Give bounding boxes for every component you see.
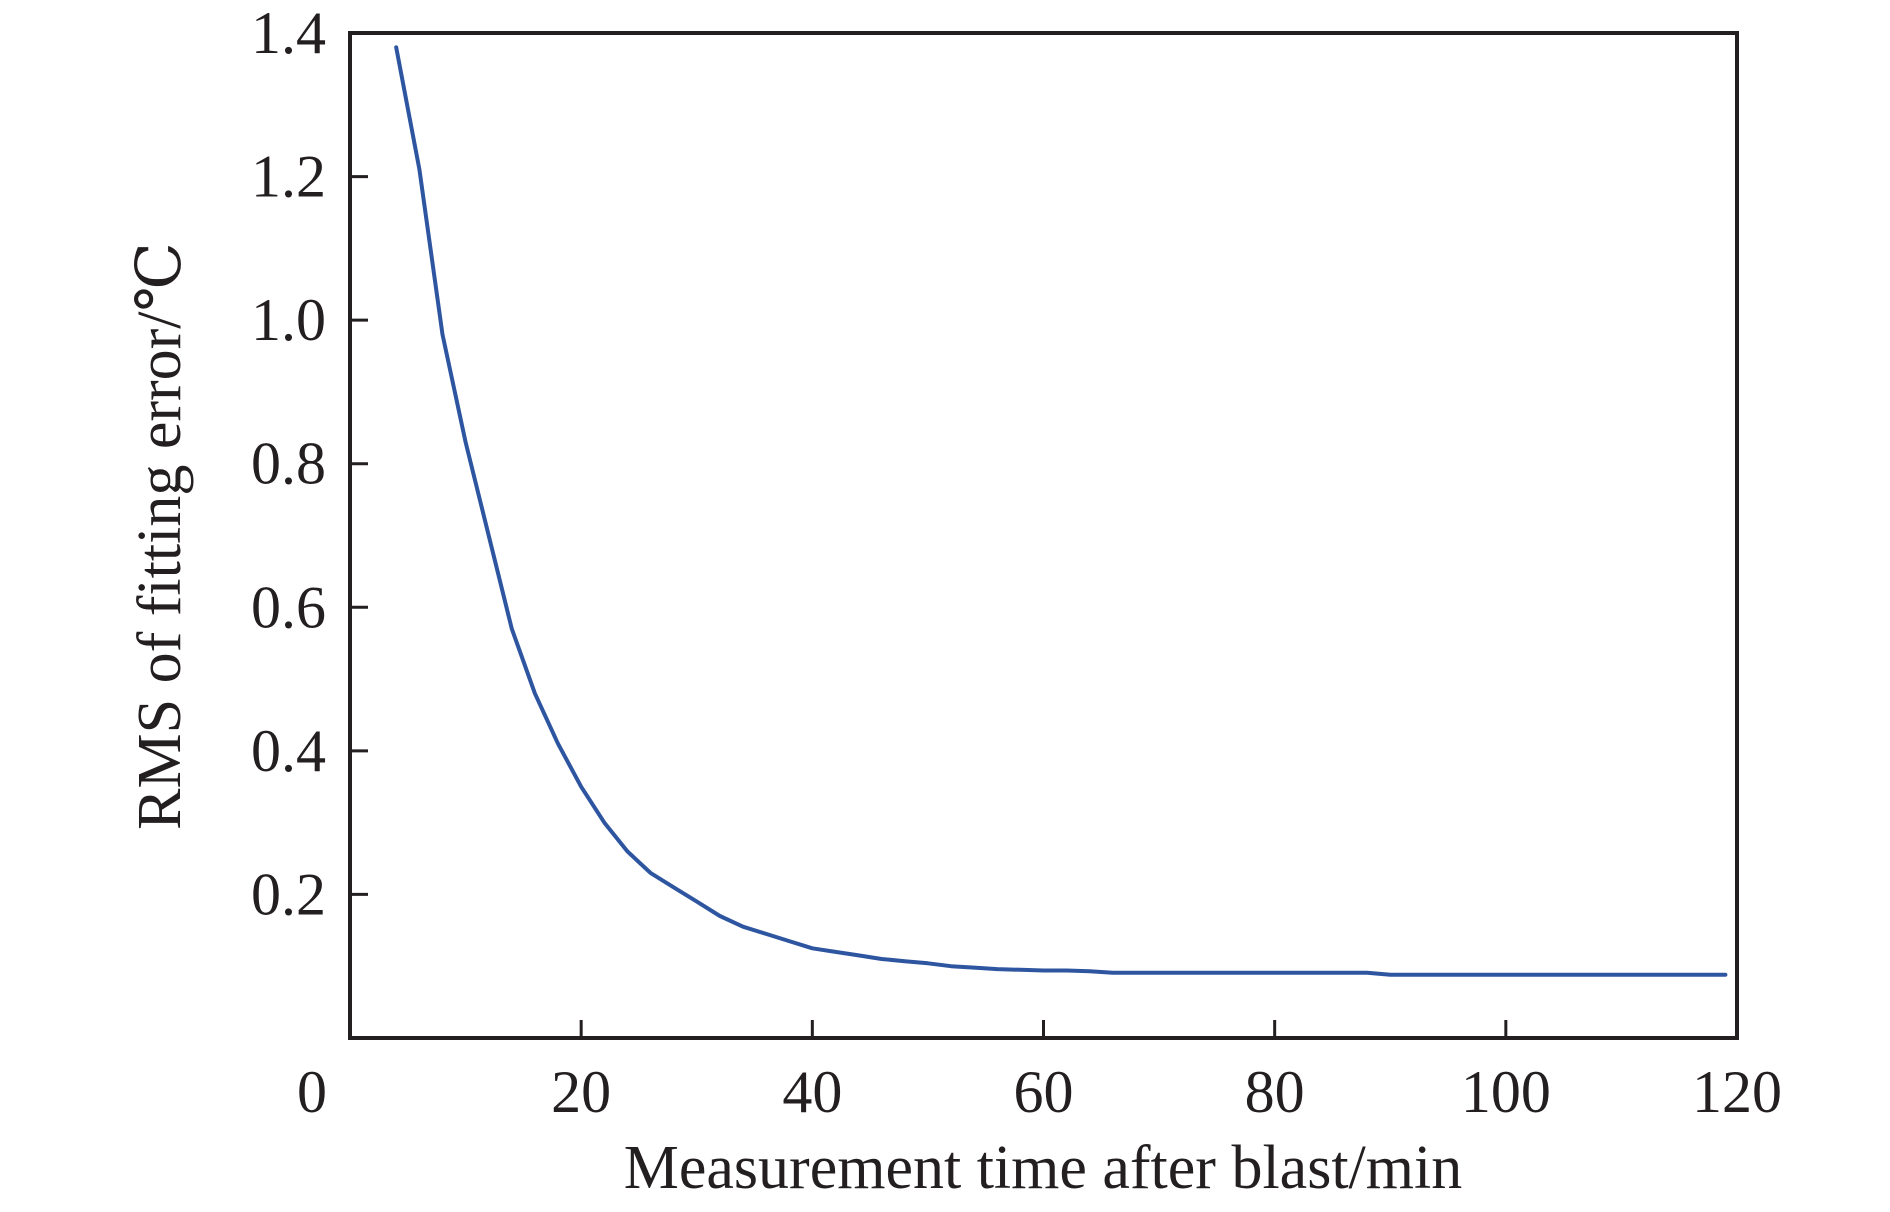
x-axis-ticks (579, 1020, 1739, 1038)
y-tick-label: 1.0 (251, 287, 326, 353)
y-tick-label: 0.8 (251, 431, 326, 497)
x-axis-tick-labels: 0 20 40 60 80 100 120 (297, 1059, 1782, 1125)
y-axis-ticks (350, 31, 368, 896)
y-axis-title: RMS of fitting error/℃ (126, 242, 194, 830)
y-tick-label: 1.2 (251, 144, 326, 210)
x-tick-label: 40 (782, 1059, 842, 1125)
x-axis-title: Measurement time after blast/min (624, 1134, 1462, 1202)
x-tick-label: 120 (1692, 1059, 1782, 1125)
series-line (394, 45, 1728, 977)
series-layer (394, 45, 1728, 977)
x-tick-label: 20 (551, 1059, 611, 1125)
y-tick-label: 0.4 (251, 718, 326, 784)
x-tick-label: 0 (297, 1059, 327, 1125)
y-axis-tick-labels: 0.2 0.4 0.6 0.8 1.0 1.2 1.4 (251, 0, 326, 927)
y-tick-label: 0.6 (251, 574, 326, 640)
plot-frame (348, 31, 1739, 1040)
y-tick-label: 0.2 (251, 861, 326, 927)
x-tick-label: 60 (1014, 1059, 1074, 1125)
x-tick-label: 100 (1461, 1059, 1551, 1125)
y-tick-label: 1.4 (251, 0, 326, 66)
x-tick-label: 80 (1245, 1059, 1305, 1125)
